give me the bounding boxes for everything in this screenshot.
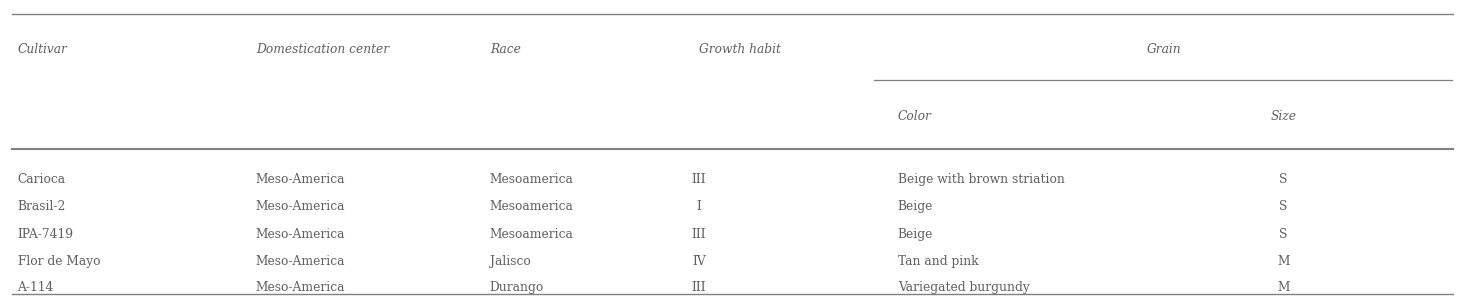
Text: Mesoamerica: Mesoamerica — [490, 173, 573, 186]
Text: A-114: A-114 — [18, 281, 54, 294]
Text: Mesoamerica: Mesoamerica — [490, 227, 573, 241]
Text: Variegated burgundy: Variegated burgundy — [898, 281, 1029, 294]
Text: Meso-America: Meso-America — [256, 200, 345, 214]
Text: Meso-America: Meso-America — [256, 173, 345, 186]
Text: Meso-America: Meso-America — [256, 255, 345, 268]
Text: Beige: Beige — [898, 200, 933, 214]
Text: Domestication center: Domestication center — [256, 43, 389, 56]
Text: Beige: Beige — [898, 227, 933, 241]
Text: I: I — [696, 200, 702, 214]
Text: M: M — [1278, 255, 1289, 268]
Text: Grain: Grain — [1146, 43, 1181, 56]
Text: Jalisco: Jalisco — [490, 255, 531, 268]
Text: III: III — [692, 173, 706, 186]
Text: Meso-America: Meso-America — [256, 281, 345, 294]
Text: Tan and pink: Tan and pink — [898, 255, 978, 268]
Text: III: III — [692, 281, 706, 294]
Text: M: M — [1278, 281, 1289, 294]
Text: Race: Race — [490, 43, 520, 56]
Text: Meso-America: Meso-America — [256, 227, 345, 241]
Text: Beige with brown striation: Beige with brown striation — [898, 173, 1064, 186]
Text: IPA-7419: IPA-7419 — [18, 227, 73, 241]
Text: Flor de Mayo: Flor de Mayo — [18, 255, 99, 268]
Text: Color: Color — [898, 110, 931, 123]
Text: S: S — [1279, 227, 1288, 241]
Text: IV: IV — [692, 255, 706, 268]
Text: Cultivar: Cultivar — [18, 43, 67, 56]
Text: Mesoamerica: Mesoamerica — [490, 200, 573, 214]
Text: III: III — [692, 227, 706, 241]
Text: Carioca: Carioca — [18, 173, 66, 186]
Text: Size: Size — [1270, 110, 1297, 123]
Text: Growth habit: Growth habit — [699, 43, 781, 56]
Text: Durango: Durango — [490, 281, 544, 294]
Text: S: S — [1279, 200, 1288, 214]
Text: Brasil-2: Brasil-2 — [18, 200, 66, 214]
Text: S: S — [1279, 173, 1288, 186]
